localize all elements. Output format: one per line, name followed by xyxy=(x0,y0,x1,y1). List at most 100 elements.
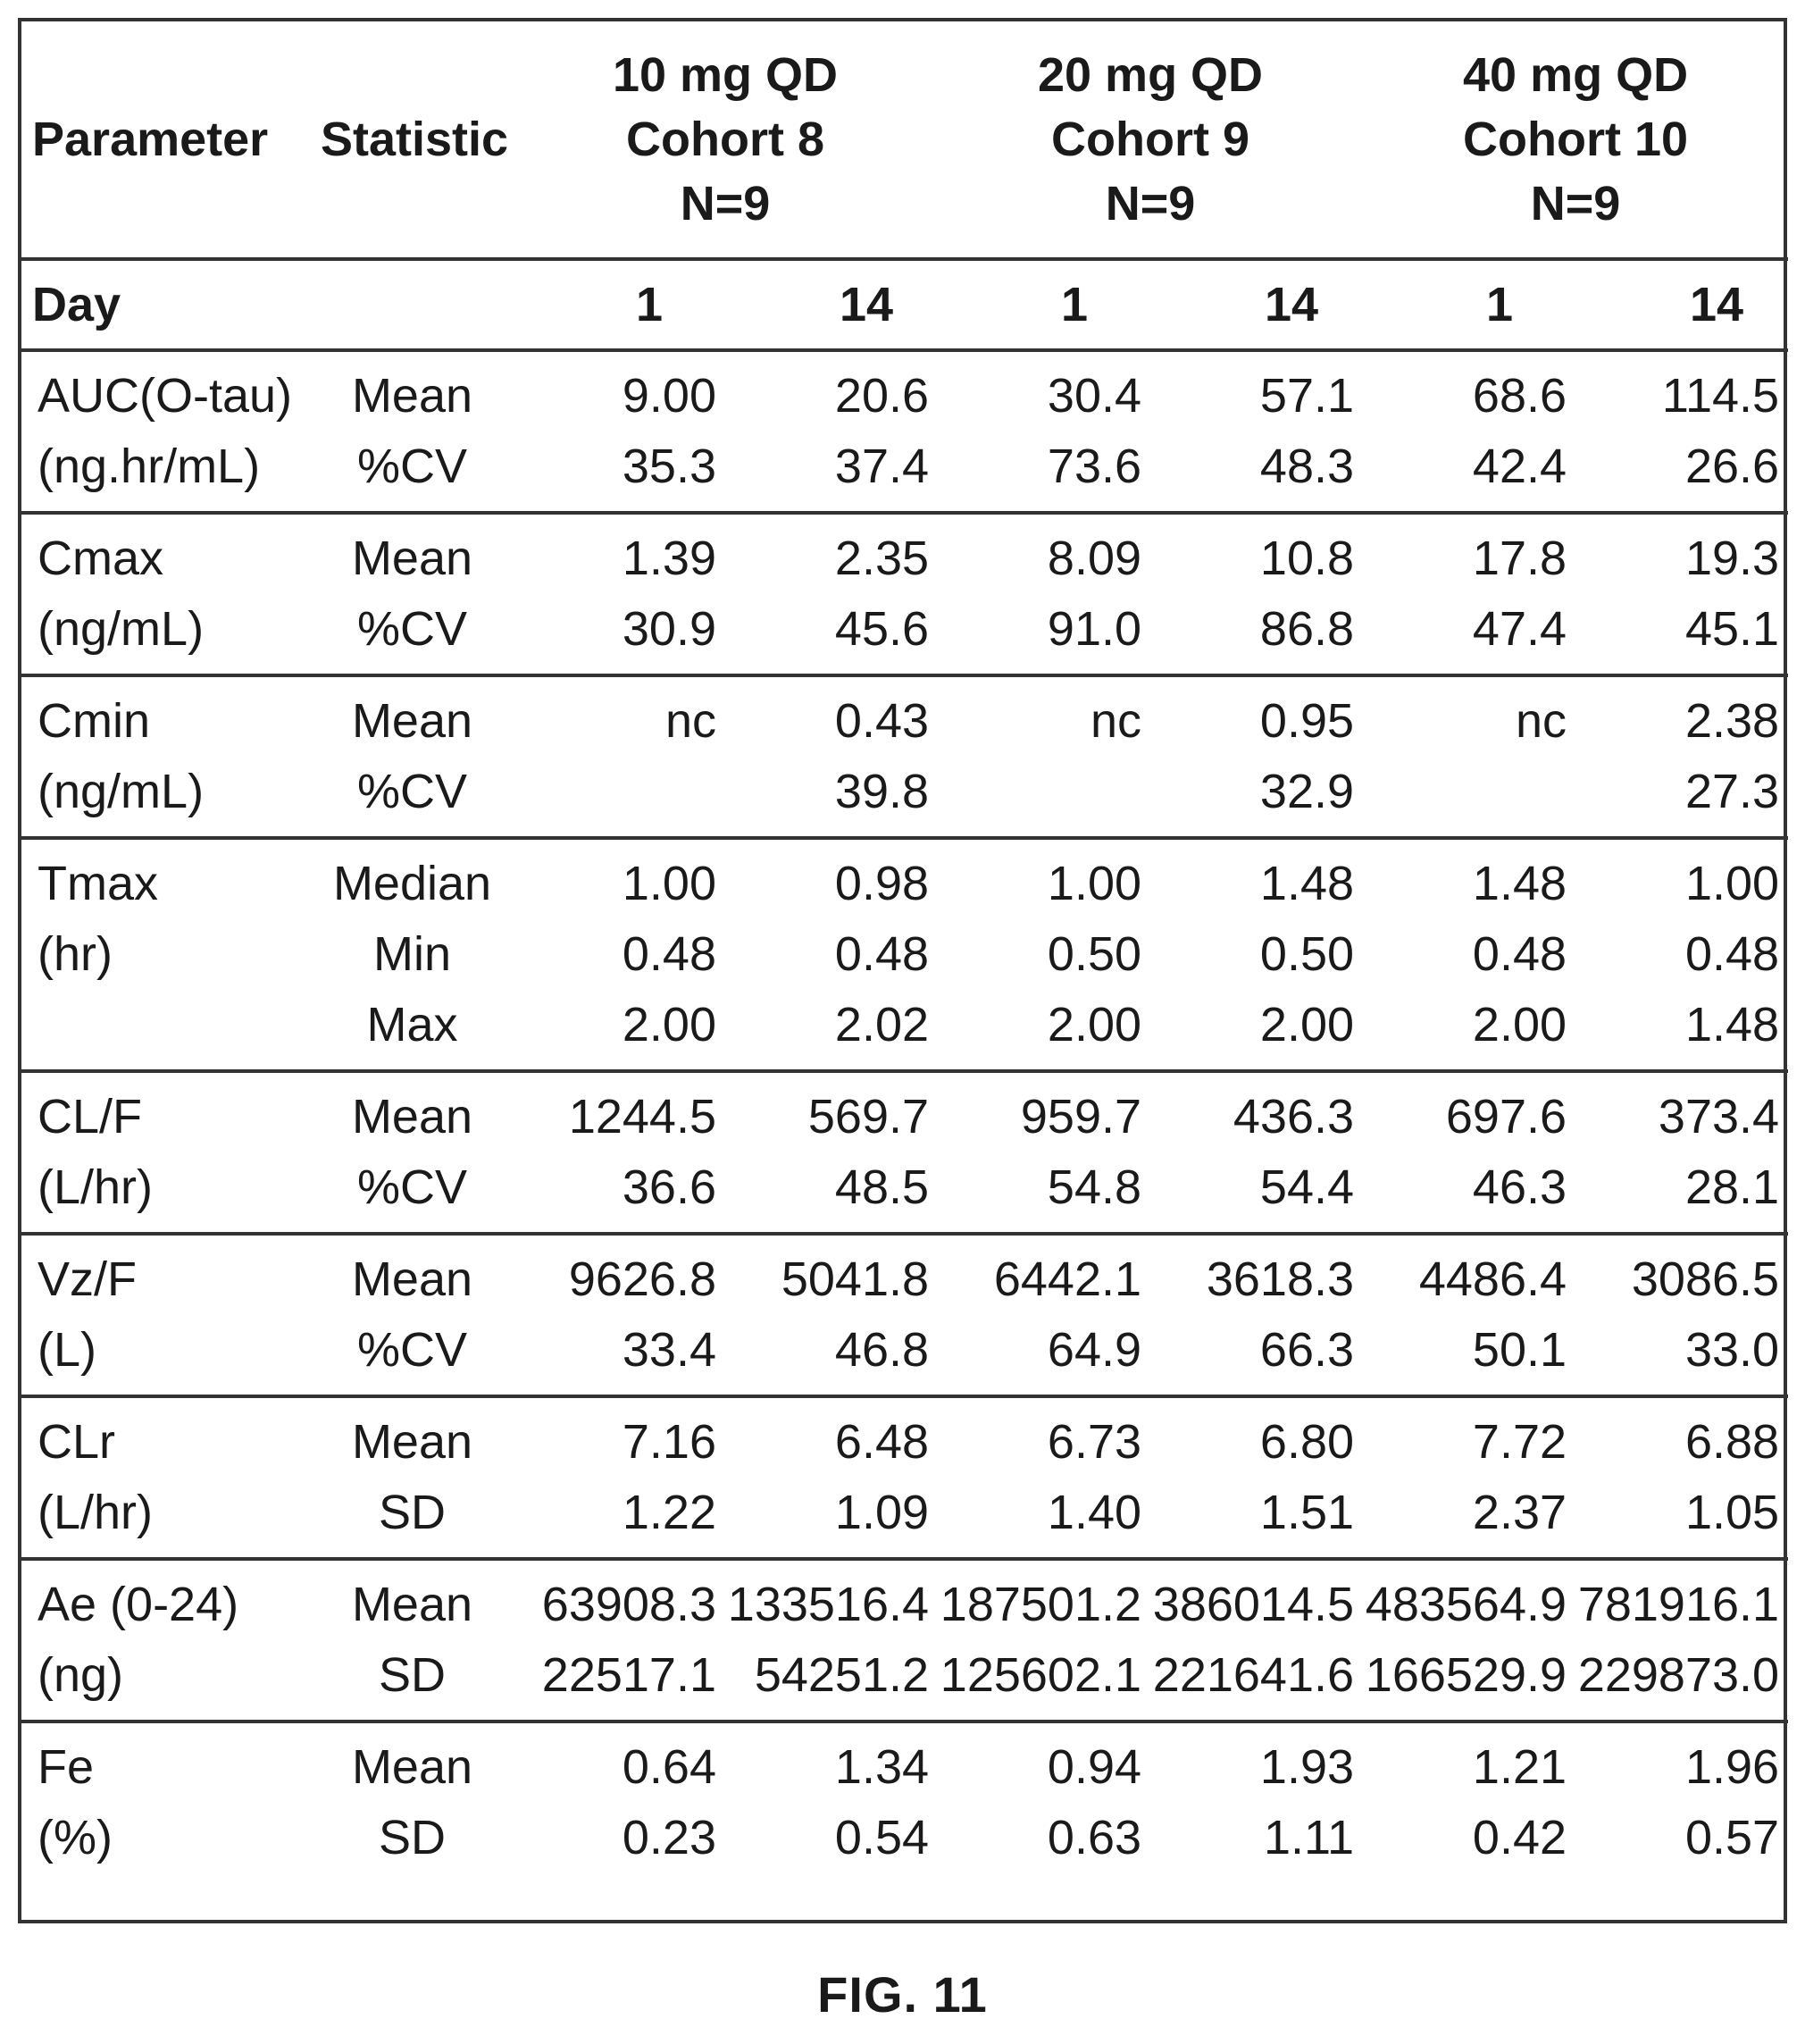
value-cell-line xyxy=(939,757,1141,827)
value-cell-line: 1.00 xyxy=(1047,857,1142,910)
value-cell: 1.00 0.48 2.00 xyxy=(513,838,725,1073)
parameter-cell-line: (ng.hr/mL) xyxy=(38,440,261,493)
statistic-cell: Mean %CV xyxy=(312,1071,513,1236)
value-cell: 2.35 45.6 xyxy=(725,513,939,677)
value-cell-line: 2.00 xyxy=(1259,998,1355,1051)
value-cell-line: 6.48 xyxy=(834,1415,930,1469)
value-cell-line: 46.8 xyxy=(834,1323,930,1377)
value-cell: 1.34 0.54 xyxy=(725,1721,938,1882)
parameter-cell-line: (ng/mL) xyxy=(38,765,205,818)
value-cell: nc xyxy=(513,675,725,840)
value-cell-line: 0.63 xyxy=(1047,1811,1142,1864)
statistic-cell-line: Median xyxy=(332,857,492,910)
value-cell: 0.64 0.23 xyxy=(513,1721,725,1882)
statistic-cell-line: %CV xyxy=(356,602,468,656)
parameter-cell: AUC(O-tau) (ng.hr/mL) xyxy=(21,350,312,515)
value-cell-line: 1.39 xyxy=(622,532,716,585)
value-cell-line: 26.6 xyxy=(1684,440,1780,493)
parameter-cell: CL/F (L/hr) xyxy=(21,1071,312,1236)
group-n: N=9 xyxy=(1530,177,1621,230)
value-cell-line: 166529.9 xyxy=(1365,1648,1567,1702)
value-cell-line: 436.3 xyxy=(1233,1090,1355,1143)
value-cell: 30.4 73.6 xyxy=(938,350,1151,515)
parameter-cell-line: Cmin xyxy=(38,694,151,748)
value-cell-line: 6.80 xyxy=(1259,1415,1355,1469)
parameter-cell-line: (ng/mL) xyxy=(38,602,205,656)
value-cell-line: 1.22 xyxy=(622,1486,716,1539)
day-cell: 1 xyxy=(513,259,725,352)
statistic-cell-line: Mean xyxy=(351,532,473,585)
value-cell: 7.16 1.22 xyxy=(513,1396,725,1561)
value-cell-line: 8.09 xyxy=(1047,532,1142,585)
statistic-cell-line: %CV xyxy=(356,1323,468,1377)
value-cell: 0.95 32.9 xyxy=(1150,675,1364,840)
figure-label: FIG. 11 xyxy=(817,1966,988,2023)
value-cell-line: 959.7 xyxy=(1020,1090,1142,1143)
value-cell: 0.94 0.63 xyxy=(938,1721,1150,1882)
value-cell-line: 6.73 xyxy=(1047,1415,1142,1469)
value-cell-line: nc xyxy=(664,694,716,748)
parameter-cell-line: Ae (0-24) xyxy=(38,1578,239,1631)
value-cell-line: 66.3 xyxy=(1259,1323,1355,1377)
parameter-cell-line: CLr xyxy=(38,1415,116,1469)
value-cell-line: 0.48 xyxy=(1684,927,1780,981)
value-cell-line: 1.93 xyxy=(1259,1740,1355,1794)
value-cell: 6.73 1.40 xyxy=(938,1396,1151,1561)
value-cell: 6.48 1.09 xyxy=(725,1396,939,1561)
value-cell: 959.7 54.8 xyxy=(938,1071,1151,1236)
value-cell-line: 569.7 xyxy=(807,1090,930,1143)
value-cell-line: 48.3 xyxy=(1259,440,1355,493)
statistic-cell: Mean SD xyxy=(312,1396,513,1561)
table-row: Vz/F (L) Mean %CV 9626.8 33.4 5041.8 46.8 6442.1… xyxy=(21,1234,1789,1398)
statistic-cell-line: Min xyxy=(372,927,451,981)
value-cell-line: 0.43 xyxy=(834,694,930,748)
parameter-cell: Vz/F (L) xyxy=(21,1234,312,1398)
value-cell: 1.00 0.48 1.48 xyxy=(1575,838,1789,1073)
value-cell: 6442.1 64.9 xyxy=(938,1234,1151,1398)
statistic-cell-line: Max xyxy=(366,998,458,1051)
value-cell-line: 0.48 xyxy=(622,927,716,981)
statistic-cell-line: Mean xyxy=(351,694,473,748)
value-cell-line: 1.48 xyxy=(1259,857,1355,910)
value-cell: 10.8 86.8 xyxy=(1150,513,1364,677)
value-cell-line: 1.11 xyxy=(1263,1811,1355,1864)
value-cell-line: 133516.4 xyxy=(727,1578,930,1631)
day-label: Day xyxy=(21,259,312,352)
value-cell-line: 47.4 xyxy=(1472,602,1567,656)
statistic-cell-line: Mean xyxy=(351,1415,473,1469)
value-cell-line: 1.48 xyxy=(1472,857,1567,910)
value-cell-line: 30.9 xyxy=(622,602,716,656)
statistic-cell-line: Mean xyxy=(351,1578,473,1631)
value-cell: 4486.4 50.1 xyxy=(1363,1234,1576,1398)
value-cell-line: 1.00 xyxy=(1684,857,1780,910)
value-cell-line: 1.51 xyxy=(1259,1486,1355,1539)
value-cell-line: 91.0 xyxy=(1047,602,1142,656)
value-cell-line: 46.3 xyxy=(1472,1160,1567,1214)
group-dose: 10 mg QD xyxy=(612,48,839,102)
value-cell: 114.5 26.6 xyxy=(1575,350,1789,515)
parameter-cell-line: (L) xyxy=(38,1323,96,1377)
value-cell-line: 45.6 xyxy=(834,602,930,656)
value-cell-line: 6442.1 xyxy=(993,1252,1142,1306)
parameter-cell-line: (hr) xyxy=(38,927,113,981)
statistic-cell: Mean SD xyxy=(312,1721,513,1882)
value-cell-line: 2.38 xyxy=(1684,694,1780,748)
value-cell: 0.43 39.8 xyxy=(725,675,939,840)
value-cell: 5041.8 46.8 xyxy=(725,1234,939,1398)
parameter-cell-line: Fe xyxy=(38,1740,95,1794)
value-cell-line: 2.37 xyxy=(1472,1486,1567,1539)
value-cell-line: 2.00 xyxy=(1047,998,1142,1051)
parameter-cell: Cmin (ng/mL) xyxy=(21,675,312,840)
value-cell-line: 9626.8 xyxy=(568,1252,716,1306)
value-cell-line: 54.8 xyxy=(1047,1160,1142,1214)
pk-parameter-table: Parameter Statistic 10 mg QD Cohort 8 N=… xyxy=(21,21,1789,1882)
value-cell-line: 33.4 xyxy=(622,1323,716,1377)
value-cell-line xyxy=(514,757,716,827)
statistic-cell: Mean %CV xyxy=(312,350,513,515)
value-cell-line: 1.09 xyxy=(834,1486,930,1539)
group-header-10mg: 10 mg QD Cohort 8 N=9 xyxy=(513,21,939,261)
value-cell-line: 64.9 xyxy=(1047,1323,1142,1377)
value-cell-line: 0.48 xyxy=(1472,927,1567,981)
value-cell: 569.7 48.5 xyxy=(725,1071,939,1236)
value-cell-line: 5041.8 xyxy=(781,1252,930,1306)
